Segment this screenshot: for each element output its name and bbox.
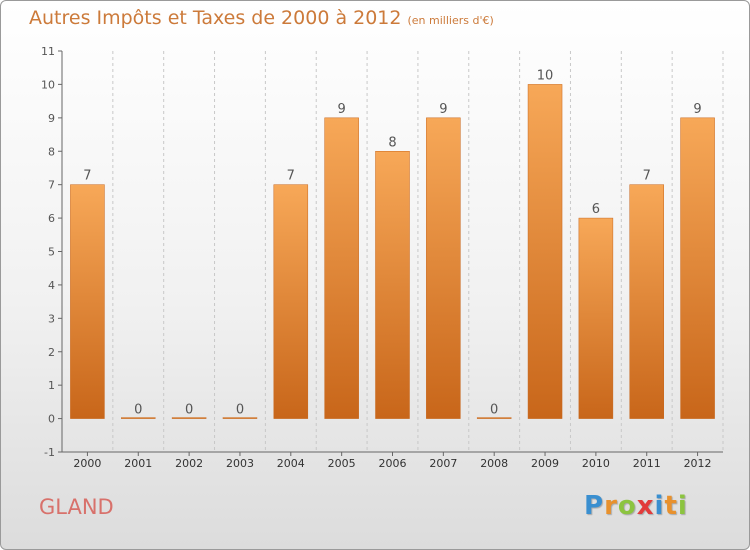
x-tick-label: 2000 [73,457,101,470]
y-tick-label: 5 [48,246,55,259]
y-tick-label: 0 [48,413,55,426]
x-tick-label: 2002 [175,457,203,470]
value-label: 9 [439,102,447,117]
logo-letter: t [664,491,678,521]
bar [527,84,563,419]
bar [171,417,207,419]
bar [629,184,664,419]
logo-letter: i [677,491,688,521]
x-tick-label: 2006 [379,457,407,470]
proxiti-logo[interactable]: Proxiti [584,491,688,521]
bar [375,151,410,419]
bars [70,84,715,419]
x-tick-label: 2001 [124,457,152,470]
x-tick-label: 2003 [226,457,254,470]
x-tick-label: 2009 [531,457,559,470]
value-label: 9 [693,102,701,117]
bar [324,117,359,419]
chart-title: Autres Impôts et Taxes de 2000 à 2012 (en… [29,7,494,29]
value-label: 7 [83,169,91,184]
value-label: 10 [537,68,554,83]
y-tick-label: 8 [48,145,55,158]
logo-letter: x [636,491,655,521]
labels: 7 2000 0 2001 0 2002 0 2003 7 2004 9 2005 8 2006 9 2007… [73,68,711,470]
x-tick-label: 2004 [277,457,305,470]
bar [222,417,258,419]
x-tick-label: 2007 [429,457,457,470]
chart-subtitle: (en milliers d'€) [407,14,494,27]
bar [121,417,156,419]
grid-lines [61,51,724,452]
bar [426,117,461,419]
axes: -1 0 1 2 3 4 5 6 7 8 9 10 11 [41,45,723,459]
value-label: 0 [490,403,498,418]
x-tick-label: 2005 [328,457,356,470]
y-tick-label: 7 [48,179,55,192]
logo-letter: o [617,491,637,521]
bar [578,217,614,419]
commune-name: GLAND [39,495,114,519]
bar [680,117,715,419]
x-tick-label: 2012 [684,457,712,470]
x-tick-label: 2010 [582,457,610,470]
bar [273,184,309,419]
y-tick-label: -1 [44,446,55,459]
y-tick-label: 9 [48,112,55,125]
value-label: 9 [338,102,346,117]
bar [476,417,512,419]
chart-title-text: Autres Impôts et Taxes de 2000 à 2012 [29,7,402,29]
value-label: 6 [592,202,600,217]
logo-letter: r [604,491,618,521]
x-tick-label: 2008 [480,457,508,470]
y-tick-label: 11 [41,45,55,58]
value-label: 8 [388,135,396,150]
y-tick-label: 4 [48,279,55,292]
y-tick-label: 10 [41,78,55,91]
value-label: 7 [287,169,295,184]
value-label: 0 [236,403,244,418]
y-tick-label: 1 [48,379,55,392]
value-label: 0 [134,403,142,418]
y-tick-label: 3 [48,312,55,325]
value-label: 0 [185,403,193,418]
value-label: 7 [643,169,651,184]
y-tick-label: 2 [48,346,55,359]
logo-letter: P [584,491,605,521]
logo-letter: i [654,491,665,521]
x-tick-label: 2011 [633,457,661,470]
y-tick-label: 6 [48,212,55,225]
bar [70,184,105,419]
